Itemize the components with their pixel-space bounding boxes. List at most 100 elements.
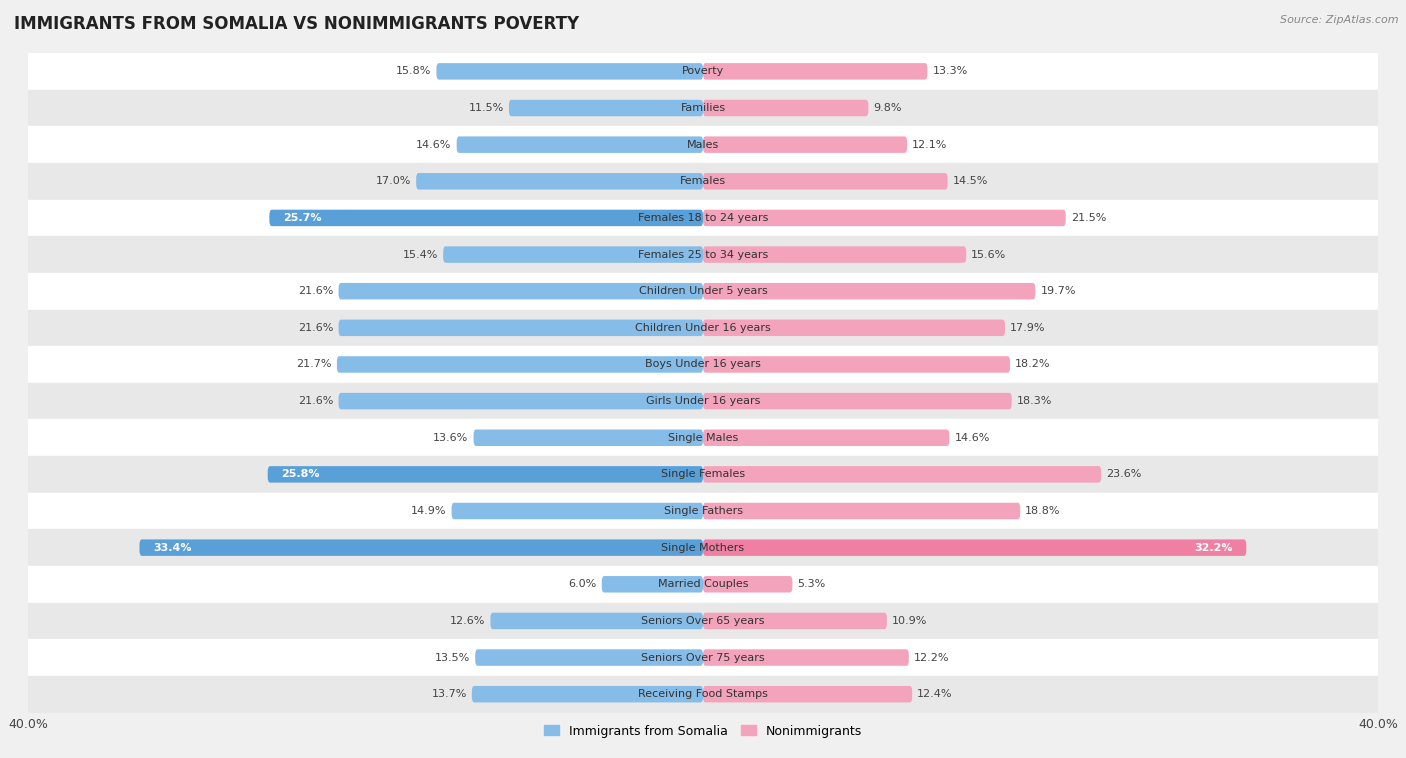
- FancyBboxPatch shape: [703, 173, 948, 190]
- Text: 18.8%: 18.8%: [1025, 506, 1060, 516]
- Text: 21.6%: 21.6%: [298, 396, 333, 406]
- Bar: [0, 639, 1406, 676]
- Text: 13.3%: 13.3%: [932, 67, 967, 77]
- Text: Source: ZipAtlas.com: Source: ZipAtlas.com: [1281, 15, 1399, 25]
- Text: Children Under 5 years: Children Under 5 years: [638, 287, 768, 296]
- Text: 12.2%: 12.2%: [914, 653, 949, 662]
- Text: 17.0%: 17.0%: [375, 177, 411, 186]
- Text: 15.4%: 15.4%: [402, 249, 439, 259]
- Bar: [0, 53, 1406, 89]
- FancyBboxPatch shape: [703, 686, 912, 703]
- Bar: [0, 346, 1406, 383]
- Text: Females 25 to 34 years: Females 25 to 34 years: [638, 249, 768, 259]
- Text: 12.6%: 12.6%: [450, 616, 485, 626]
- FancyBboxPatch shape: [267, 466, 703, 483]
- Text: Children Under 16 years: Children Under 16 years: [636, 323, 770, 333]
- Bar: [0, 273, 1406, 309]
- Text: 18.2%: 18.2%: [1015, 359, 1050, 369]
- Bar: [0, 419, 1406, 456]
- FancyBboxPatch shape: [703, 246, 966, 263]
- FancyBboxPatch shape: [509, 100, 703, 116]
- FancyBboxPatch shape: [472, 686, 703, 703]
- Bar: [0, 493, 1406, 529]
- FancyBboxPatch shape: [703, 576, 793, 593]
- FancyBboxPatch shape: [703, 63, 928, 80]
- Text: 21.7%: 21.7%: [297, 359, 332, 369]
- FancyBboxPatch shape: [703, 393, 1012, 409]
- Text: 21.6%: 21.6%: [298, 287, 333, 296]
- FancyBboxPatch shape: [703, 136, 907, 153]
- Text: Poverty: Poverty: [682, 67, 724, 77]
- FancyBboxPatch shape: [339, 320, 703, 336]
- Text: Girls Under 16 years: Girls Under 16 years: [645, 396, 761, 406]
- Text: 5.3%: 5.3%: [797, 579, 825, 589]
- FancyBboxPatch shape: [703, 283, 1035, 299]
- Text: 15.6%: 15.6%: [972, 249, 1007, 259]
- Text: 14.5%: 14.5%: [953, 177, 988, 186]
- Text: Married Couples: Married Couples: [658, 579, 748, 589]
- Bar: [0, 127, 1406, 163]
- FancyBboxPatch shape: [451, 503, 703, 519]
- Bar: [0, 603, 1406, 639]
- Text: 23.6%: 23.6%: [1107, 469, 1142, 479]
- Text: 14.6%: 14.6%: [416, 139, 451, 149]
- Text: Families: Families: [681, 103, 725, 113]
- Text: 25.8%: 25.8%: [281, 469, 319, 479]
- FancyBboxPatch shape: [436, 63, 703, 80]
- FancyBboxPatch shape: [703, 320, 1005, 336]
- Bar: [0, 383, 1406, 419]
- Bar: [0, 163, 1406, 199]
- Bar: [0, 309, 1406, 346]
- FancyBboxPatch shape: [339, 393, 703, 409]
- FancyBboxPatch shape: [703, 540, 1246, 556]
- FancyBboxPatch shape: [602, 576, 703, 593]
- Text: Females: Females: [681, 177, 725, 186]
- Text: Females 18 to 24 years: Females 18 to 24 years: [638, 213, 768, 223]
- FancyBboxPatch shape: [703, 466, 1101, 483]
- Text: 10.9%: 10.9%: [891, 616, 928, 626]
- FancyBboxPatch shape: [474, 430, 703, 446]
- Text: 11.5%: 11.5%: [468, 103, 503, 113]
- Text: 25.7%: 25.7%: [283, 213, 322, 223]
- Text: 14.9%: 14.9%: [411, 506, 447, 516]
- FancyBboxPatch shape: [475, 650, 703, 666]
- Bar: [0, 236, 1406, 273]
- Text: 13.7%: 13.7%: [432, 689, 467, 699]
- Text: Seniors Over 75 years: Seniors Over 75 years: [641, 653, 765, 662]
- Text: Boys Under 16 years: Boys Under 16 years: [645, 359, 761, 369]
- FancyBboxPatch shape: [270, 210, 703, 226]
- FancyBboxPatch shape: [491, 612, 703, 629]
- Text: Single Mothers: Single Mothers: [661, 543, 745, 553]
- Text: Receiving Food Stamps: Receiving Food Stamps: [638, 689, 768, 699]
- Text: 6.0%: 6.0%: [568, 579, 596, 589]
- FancyBboxPatch shape: [703, 503, 1021, 519]
- FancyBboxPatch shape: [416, 173, 703, 190]
- Bar: [0, 676, 1406, 713]
- Bar: [0, 199, 1406, 236]
- FancyBboxPatch shape: [703, 210, 1066, 226]
- Text: 13.6%: 13.6%: [433, 433, 468, 443]
- Text: 18.3%: 18.3%: [1017, 396, 1052, 406]
- Text: Males: Males: [688, 139, 718, 149]
- Text: 21.6%: 21.6%: [298, 323, 333, 333]
- Text: 21.5%: 21.5%: [1071, 213, 1107, 223]
- Text: Single Fathers: Single Fathers: [664, 506, 742, 516]
- Text: Single Males: Single Males: [668, 433, 738, 443]
- Bar: [0, 566, 1406, 603]
- FancyBboxPatch shape: [703, 100, 869, 116]
- FancyBboxPatch shape: [139, 540, 703, 556]
- Text: 32.2%: 32.2%: [1194, 543, 1233, 553]
- Bar: [0, 89, 1406, 127]
- Text: 33.4%: 33.4%: [153, 543, 191, 553]
- Bar: [0, 456, 1406, 493]
- Text: Single Females: Single Females: [661, 469, 745, 479]
- Text: 12.4%: 12.4%: [917, 689, 953, 699]
- Text: 13.5%: 13.5%: [434, 653, 470, 662]
- Text: 17.9%: 17.9%: [1010, 323, 1046, 333]
- FancyBboxPatch shape: [703, 430, 949, 446]
- Text: 15.8%: 15.8%: [396, 67, 432, 77]
- FancyBboxPatch shape: [703, 612, 887, 629]
- Text: IMMIGRANTS FROM SOMALIA VS NONIMMIGRANTS POVERTY: IMMIGRANTS FROM SOMALIA VS NONIMMIGRANTS…: [14, 15, 579, 33]
- FancyBboxPatch shape: [443, 246, 703, 263]
- Text: 12.1%: 12.1%: [912, 139, 948, 149]
